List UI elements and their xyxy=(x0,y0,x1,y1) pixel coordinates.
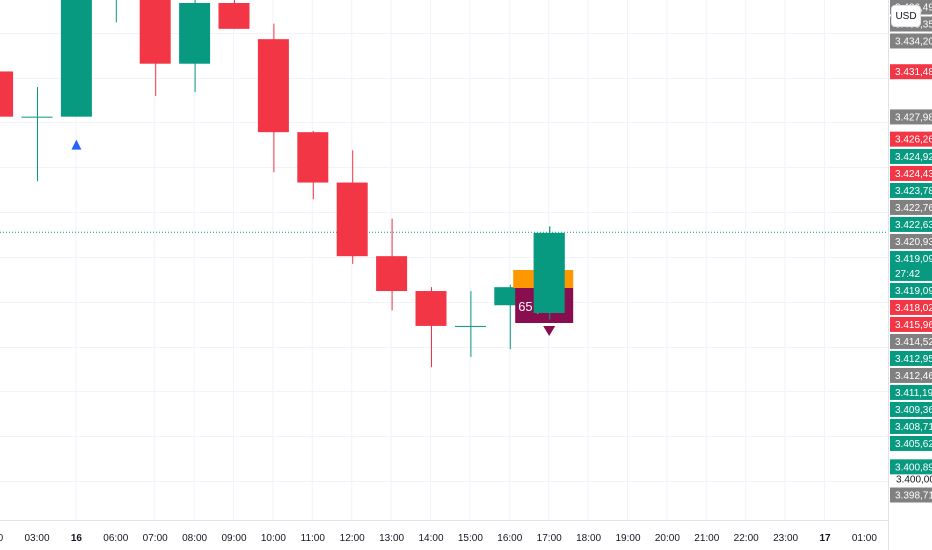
x-tick-label: 19:00 xyxy=(615,533,640,544)
price-tag-label: 3.400,89 xyxy=(895,462,932,473)
price-tag-label: 3.424,92 xyxy=(895,152,932,163)
price-tag xyxy=(890,216,932,232)
price-tag-label: 3.412,46 xyxy=(895,371,932,382)
x-tick-label: 22:00 xyxy=(734,533,759,544)
price-tag xyxy=(890,109,932,125)
candle-body xyxy=(257,39,289,133)
candle-body xyxy=(297,132,329,183)
price-tag xyxy=(890,33,932,49)
x-tick-label: 06:00 xyxy=(103,533,128,544)
price-tag xyxy=(890,367,932,383)
price-tag xyxy=(890,435,932,451)
candle-body xyxy=(533,232,565,314)
sell-signal-icon xyxy=(543,326,556,336)
price-tag xyxy=(890,199,932,215)
price-tag-label: 3.423,78 xyxy=(895,186,932,197)
price-tag-label: 3.419,09 xyxy=(895,254,932,265)
price-tag-label: 3.434,20 xyxy=(895,37,932,48)
price-tag-label: 3.398,71 xyxy=(895,491,932,502)
x-tick-label: 11:00 xyxy=(301,533,326,544)
x-tick-label: 17:00 xyxy=(537,533,562,544)
y-tick-label: 3.400,00 xyxy=(896,474,932,485)
x-tick-label: 00 xyxy=(0,533,4,544)
price-tag-label: 3.408,71 xyxy=(895,422,932,433)
price-tag xyxy=(890,233,932,249)
price-tag xyxy=(890,459,932,475)
x-tick-label: 08:00 xyxy=(182,533,207,544)
price-tag-label: 3.414,52 xyxy=(895,337,932,348)
candle-body xyxy=(218,2,250,29)
price-tag-label: 3.412,95 xyxy=(895,354,932,365)
candle-body xyxy=(0,71,14,117)
price-tag xyxy=(890,131,932,147)
x-tick-label: 23:00 xyxy=(773,533,798,544)
price-tag-label: 3.427,98 xyxy=(895,112,932,123)
price-tag xyxy=(890,418,932,434)
price-tag-label: 3.418,02 xyxy=(895,303,932,314)
x-tick-label: 07:00 xyxy=(143,533,168,544)
price-tag-label: 3.422,76 xyxy=(895,203,932,214)
price-tag xyxy=(890,316,932,332)
price-tag-label: 3.419,09 xyxy=(895,286,932,297)
price-tag-label: 3.422,63 xyxy=(895,220,932,231)
price-tag xyxy=(890,64,932,80)
price-tag xyxy=(890,350,932,366)
countdown-label: 27:42 xyxy=(895,269,920,280)
x-tick-label: 01:00 xyxy=(852,533,877,544)
x-tick-label: 16 xyxy=(71,533,83,544)
x-tick-label: 14:00 xyxy=(418,533,443,544)
candle-body xyxy=(60,0,92,117)
price-tag-label: 3.420,93 xyxy=(895,237,932,248)
candle-body xyxy=(415,291,447,326)
candle-body xyxy=(179,2,211,64)
price-tag xyxy=(890,299,932,315)
candle-body xyxy=(376,256,408,292)
price-tag xyxy=(890,384,932,400)
x-tick-label: 16:00 xyxy=(497,533,522,544)
price-tag xyxy=(890,282,932,298)
price-tag-label: 3.415,96 xyxy=(895,320,932,331)
candle-body xyxy=(139,0,171,64)
price-tag-label: 3.426,26 xyxy=(895,135,932,146)
price-tag-label: 3.409,36 xyxy=(895,405,932,416)
price-tag xyxy=(890,250,932,281)
price-tag-label: 3.424,43 xyxy=(895,169,932,180)
price-tag xyxy=(890,487,932,503)
price-tag xyxy=(890,165,932,181)
buy-signal-icon xyxy=(71,139,82,150)
price-tag xyxy=(890,182,932,198)
x-tick-label: 03:00 xyxy=(24,533,49,544)
price-tag xyxy=(890,333,932,349)
x-tick-label: 15:00 xyxy=(458,533,483,544)
candle-body xyxy=(454,325,486,327)
x-tick-label: 12:00 xyxy=(340,533,365,544)
currency-button[interactable]: USD xyxy=(891,5,921,27)
candle-body xyxy=(336,182,368,257)
price-tag-label: 3.411,19 xyxy=(895,388,932,399)
x-tick-label: 21:00 xyxy=(694,533,719,544)
x-tick-label: 20:00 xyxy=(655,533,680,544)
x-tick-label: 10:00 xyxy=(261,533,286,544)
x-tick-label: 17 xyxy=(819,533,831,544)
price-tag xyxy=(890,401,932,417)
candle-body xyxy=(21,116,53,118)
price-tag xyxy=(890,148,932,164)
price-tag-label: 3.431,48 xyxy=(895,67,932,78)
x-tick-label: 09:00 xyxy=(221,533,246,544)
x-tick-label: 13:00 xyxy=(379,533,404,544)
price-tag-label: 3.405,62 xyxy=(895,439,932,450)
x-tick-label: 18:00 xyxy=(576,533,601,544)
